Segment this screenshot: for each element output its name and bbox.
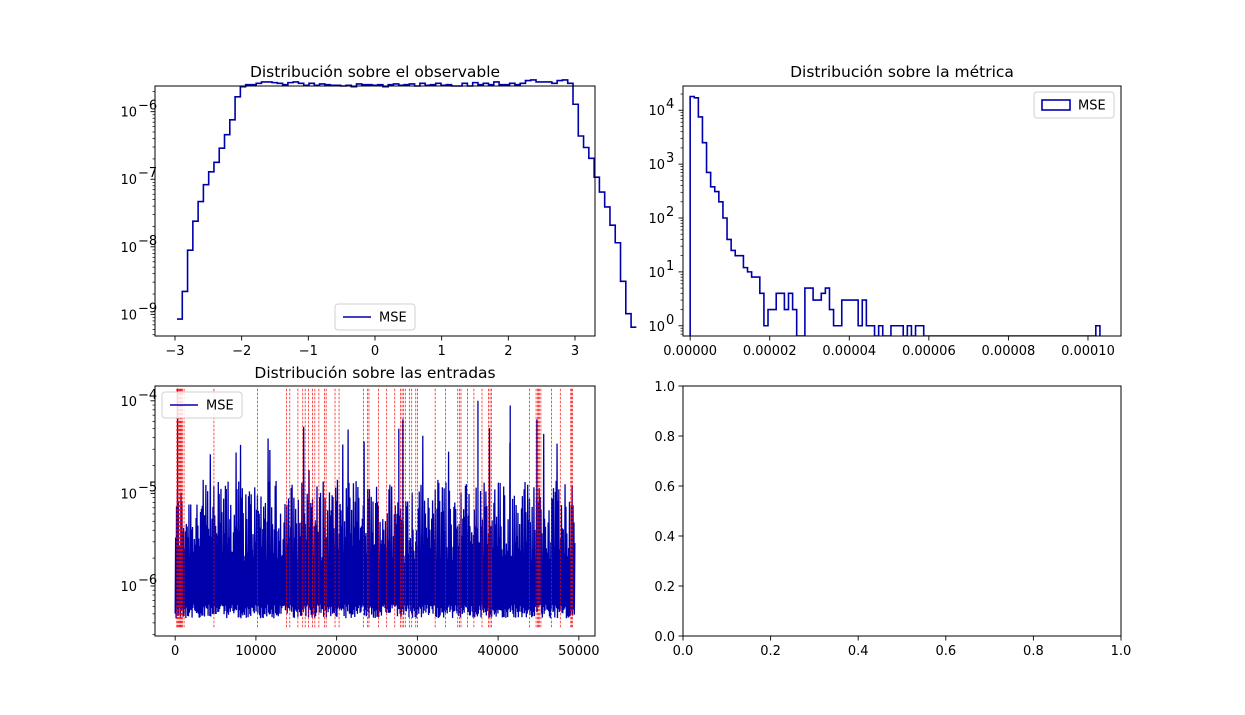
x-tick-label: 1: [438, 344, 446, 359]
y-tick-label: 10: [648, 158, 665, 173]
x-tick-label: 0.6: [935, 644, 956, 659]
legend-box: [334, 303, 416, 331]
x-tick-label: 0.0: [673, 644, 694, 659]
x-tick-label: 0.00004: [822, 344, 876, 359]
y-tick-label: 10: [120, 487, 137, 502]
y-tick-exponent: −5: [138, 480, 157, 495]
y-tick-exponent: 4: [666, 97, 674, 112]
legend-label: MSE: [1078, 99, 1106, 114]
y-tick-label: 0.6: [654, 480, 675, 495]
panel-empty-plot-area: 0.0 0.2 0.4 0.6 0.8 1.0 0.0 0.2 0.4 0.6 0.8 1.0: [654, 380, 1131, 659]
x-tick-label: 0.00000: [663, 344, 717, 359]
y-tick-label: 0.2: [654, 580, 675, 595]
legend-box: [161, 391, 243, 419]
legend-box: [1033, 91, 1115, 119]
y-tick-exponent: 2: [666, 205, 674, 220]
y-tick-label: 10: [120, 395, 137, 410]
y-tick-label: 10: [648, 320, 665, 335]
y-tick-label: 10: [120, 308, 137, 323]
x-tick-label: 20000: [316, 644, 357, 659]
y-tick-label: 10: [648, 212, 665, 227]
y-tick-exponent: −7: [138, 166, 157, 181]
y-tick-label: 10: [120, 173, 137, 188]
y-tick-exponent: 0: [666, 313, 674, 328]
y-tick-label: 10: [648, 104, 665, 119]
y-tick-label: 10: [120, 580, 137, 595]
x-tick-label: 0.00002: [743, 344, 797, 359]
x-tick-label: 3: [571, 344, 579, 359]
x-tick-label: 1.0: [1111, 644, 1132, 659]
x-tick-label: 0.2: [760, 644, 781, 659]
legend-mse: MSE: [161, 391, 243, 419]
y-tick-exponent: −9: [138, 301, 157, 316]
x-tick-label: 0.8: [1023, 644, 1044, 659]
y-tick-exponent: 3: [666, 151, 674, 166]
panel-observable-frame: [154, 85, 596, 337]
y-tick-exponent: −4: [138, 388, 157, 403]
x-tick-label: 30000: [397, 644, 438, 659]
series-mse-line: [177, 79, 637, 329]
y-tick-label: 10: [648, 266, 665, 281]
panel-empty: 0.0 0.2 0.4 0.6 0.8 1.0 0.0 0.2 0.4 0.6 0.8 1.0: [654, 380, 1131, 659]
x-tick-label: 0.00010: [1061, 344, 1115, 359]
legend-mse: MSE: [334, 303, 416, 331]
panel-observable: Distribución sobre el observable −3 −2 −1 0…: [120, 63, 637, 359]
x-tick-label: −3: [165, 344, 184, 359]
panel-metrica: Distribución sobre la métrica 0.00000 0.0…: [648, 63, 1122, 359]
x-tick-label: 0: [371, 344, 379, 359]
panel-observable-title: Distribución sobre el observable: [250, 63, 500, 81]
x-tick-label: −2: [232, 344, 251, 359]
x-tick-label: 0.00008: [982, 344, 1036, 359]
legend-patch-swatch: [1041, 99, 1071, 111]
panel-entradas: Distribución sobre las entradas 0 10000 20…: [120, 364, 599, 659]
series-mse-step-histogram: [689, 95, 1101, 336]
panel-entradas-title: Distribución sobre las entradas: [254, 364, 495, 382]
x-tick-label: 2: [504, 344, 512, 359]
y-tick-label: 0.0: [654, 630, 675, 645]
y-tick-exponent: 1: [666, 259, 674, 274]
legend-label: MSE: [379, 311, 407, 326]
y-tick-exponent: −6: [138, 99, 157, 114]
x-tick-label: −1: [299, 344, 318, 359]
panel-metrica-title: Distribución sobre la métrica: [790, 63, 1014, 81]
y-tick-label: 10: [120, 106, 137, 121]
panel-metrica-plot-area: 0.00000 0.00002 0.00004 0.00006 0.00008 0.000…: [648, 91, 1115, 359]
x-tick-label: 10000: [235, 644, 276, 659]
legend-mse: MSE: [1033, 91, 1115, 119]
panel-metrica-frame: [682, 85, 1122, 337]
x-tick-label: 0.4: [848, 644, 869, 659]
x-tick-label: 40000: [477, 644, 518, 659]
panel-entradas-frame: [154, 385, 596, 637]
y-tick-exponent: −6: [138, 573, 157, 588]
x-tick-label: 50000: [558, 644, 599, 659]
x-tick-label: 0.00006: [902, 344, 956, 359]
panel-empty-frame: [682, 385, 1122, 637]
y-tick-label: 10: [120, 241, 137, 256]
y-tick-label: 0.4: [654, 530, 675, 545]
legend-label: MSE: [206, 399, 234, 414]
x-tick-label: 0: [171, 644, 179, 659]
y-tick-label: 1.0: [654, 380, 675, 395]
y-tick-label: 0.8: [654, 430, 675, 445]
y-tick-exponent: −8: [138, 234, 157, 249]
